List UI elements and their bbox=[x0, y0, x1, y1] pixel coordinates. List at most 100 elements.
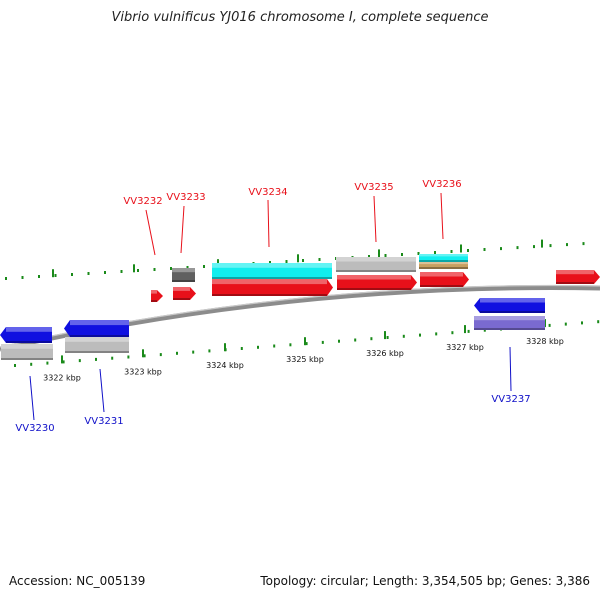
feature-vv3231-box-shade bbox=[65, 351, 129, 353]
feature-vv3230-box-shine bbox=[1, 344, 53, 349]
gene-vv3231-arrow bbox=[64, 320, 129, 337]
gene-vv3230-arrow-shine bbox=[6, 327, 52, 332]
upper-minor-tick bbox=[417, 252, 420, 255]
upper-minor-tick bbox=[285, 260, 288, 263]
gene-vv3234-arrow-shade bbox=[212, 294, 327, 296]
upper-minor-tick bbox=[137, 269, 139, 272]
lower-minor-tick bbox=[257, 345, 259, 349]
gene-label-leader-vv3236 bbox=[440, 192, 444, 240]
gene-vv3235-arrow-shine bbox=[337, 275, 411, 280]
feature-vv3236-box-b-shine bbox=[419, 262, 468, 265]
upper-minor-tick bbox=[467, 249, 469, 252]
gene-label-vv3236: VV3236 bbox=[422, 179, 461, 190]
feature-vv3233-box-shade bbox=[172, 280, 195, 282]
gene-label-vv3233: VV3233 bbox=[166, 192, 205, 203]
lower-minor-tick bbox=[305, 342, 308, 346]
lower-minor-tick bbox=[402, 334, 405, 338]
lower-minor-tick bbox=[321, 340, 324, 344]
upper-minor-tick bbox=[269, 261, 271, 264]
gene-vv3232-arrow-shine bbox=[151, 290, 157, 294]
feature-vv3236-box-b-shade bbox=[419, 267, 468, 269]
gene-vv3236-arrow bbox=[420, 272, 469, 287]
lower-minor-tick bbox=[581, 321, 583, 325]
feature-vv3231-box bbox=[65, 337, 129, 353]
scale-major-tick bbox=[142, 349, 144, 358]
upper-minor-tick bbox=[203, 265, 205, 268]
upper-minor-tick bbox=[483, 248, 486, 251]
scale-tick-label: 3326 kbp bbox=[366, 349, 404, 358]
gene-label-leader-vv3230 bbox=[29, 375, 35, 421]
gene-offscreen-arrow-shine bbox=[556, 270, 594, 275]
gene-label-vv3232: VV3232 bbox=[123, 196, 162, 207]
gene-vv3236-arrow-shade bbox=[420, 285, 463, 287]
scale-tick-label: 3328 kbp bbox=[526, 337, 564, 346]
gene-vv3237-arrow bbox=[474, 298, 545, 313]
feature-vv3237-box-shine bbox=[474, 316, 545, 321]
accession-text: Accession: NC_005139 bbox=[9, 574, 146, 588]
lower-minor-tick bbox=[159, 353, 162, 357]
gene-vv3231-arrow-shade bbox=[70, 335, 129, 337]
feature-vv3236-box-b bbox=[419, 262, 468, 269]
gene-vv3231-arrow-shine bbox=[70, 320, 129, 326]
gene-vv3235-arrow bbox=[337, 275, 417, 290]
lower-minor-tick bbox=[548, 323, 551, 327]
upper-minor-tick bbox=[582, 242, 585, 246]
upper-minor-tick bbox=[549, 244, 552, 248]
upper-minor-tick bbox=[104, 271, 106, 274]
lower-minor-tick bbox=[354, 338, 357, 342]
gene-vv3234-arrow-shine bbox=[212, 279, 327, 285]
gene-label-vv3235: VV3235 bbox=[354, 182, 393, 193]
lower-minor-tick bbox=[483, 328, 486, 332]
feature-vv3237-box-shade bbox=[474, 328, 545, 330]
upper-minor-tick bbox=[566, 243, 568, 247]
gene-vv3234-arrow bbox=[212, 279, 333, 296]
gene-label-leader-vv3234 bbox=[267, 199, 270, 248]
feature-vv3236-box-a-shade bbox=[419, 260, 468, 262]
upper-major-tick bbox=[133, 264, 135, 273]
lower-minor-tick bbox=[111, 356, 114, 360]
upper-major-tick bbox=[378, 249, 380, 258]
gene-label-leader-vv3232 bbox=[145, 209, 156, 256]
upper-minor-tick bbox=[5, 277, 7, 280]
upper-minor-tick bbox=[434, 251, 436, 254]
gene-vv3237-arrow-shade bbox=[480, 311, 545, 313]
feature-vv3231-box-shine bbox=[65, 337, 129, 342]
gene-vv3233-arrow-shine bbox=[173, 287, 190, 291]
upper-major-tick bbox=[297, 254, 299, 263]
lower-minor-tick bbox=[176, 351, 178, 355]
upper-minor-tick bbox=[450, 250, 453, 253]
scale-major-tick bbox=[224, 343, 226, 352]
gene-label-leader-vv3233 bbox=[180, 205, 185, 254]
upper-minor-tick bbox=[71, 273, 73, 276]
lower-minor-tick bbox=[419, 333, 421, 337]
upper-minor-tick bbox=[170, 267, 172, 270]
lower-minor-tick bbox=[127, 355, 130, 359]
gene-vv3233-arrow-shade bbox=[173, 298, 190, 300]
gene-vv3235-arrow-shade bbox=[337, 288, 411, 290]
lower-minor-tick bbox=[78, 359, 81, 363]
upper-minor-tick bbox=[38, 275, 40, 278]
upper-minor-tick bbox=[186, 266, 189, 269]
gene-label-leader-vv3237 bbox=[509, 346, 512, 392]
gene-vv3233-arrow bbox=[173, 287, 196, 300]
lower-minor-tick bbox=[46, 361, 49, 365]
upper-minor-tick bbox=[21, 276, 24, 279]
gene-label-leader-vv3231 bbox=[99, 368, 105, 413]
lower-minor-tick bbox=[564, 322, 567, 326]
scale-tick-label: 3322 kbp bbox=[43, 373, 81, 382]
lower-minor-tick bbox=[14, 364, 16, 367]
gene-label-vv3230: VV3230 bbox=[15, 423, 54, 434]
feature-vv3235-box-shine bbox=[336, 257, 416, 262]
gene-vv3232-arrow bbox=[151, 290, 163, 302]
feature-vv3234-box-shade bbox=[212, 277, 332, 279]
feature-vv3233-box-shine bbox=[172, 268, 195, 273]
upper-major-tick bbox=[52, 269, 54, 278]
feature-vv3237-box bbox=[474, 316, 545, 330]
lower-minor-tick bbox=[386, 336, 389, 339]
gene-offscreen-arrow bbox=[556, 270, 600, 284]
scale-tick-label: 3325 kbp bbox=[286, 355, 324, 364]
upper-major-tick bbox=[460, 244, 462, 253]
lower-minor-tick bbox=[240, 347, 243, 350]
scale-major-tick bbox=[384, 331, 386, 340]
